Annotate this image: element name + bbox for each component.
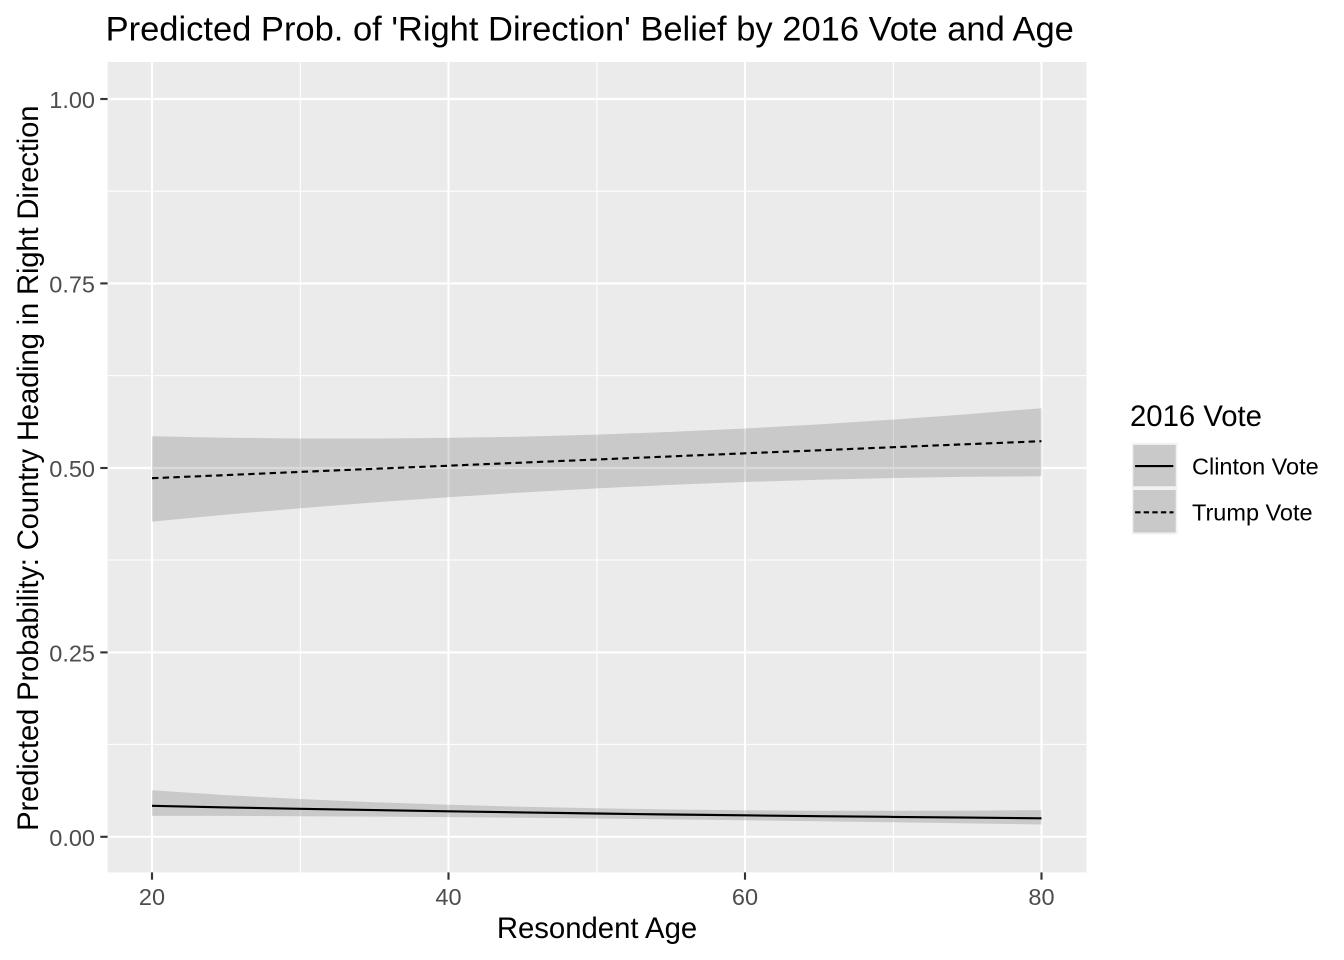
svg-text:Resondent Age: Resondent Age [497, 912, 697, 945]
svg-text:0.25: 0.25 [49, 641, 95, 667]
svg-text:Trump Vote: Trump Vote [1192, 499, 1313, 525]
svg-text:1.00: 1.00 [49, 87, 95, 113]
svg-text:2016 Vote: 2016 Vote [1130, 400, 1262, 433]
svg-text:80: 80 [1028, 884, 1054, 910]
svg-text:Clinton Vote: Clinton Vote [1192, 454, 1319, 480]
svg-text:0.75: 0.75 [49, 271, 95, 297]
svg-text:40: 40 [435, 884, 461, 910]
svg-text:60: 60 [732, 884, 758, 910]
svg-text:0.00: 0.00 [49, 825, 95, 851]
svg-text:20: 20 [139, 884, 165, 910]
svg-text:0.50: 0.50 [49, 456, 95, 482]
svg-text:Predicted Probability: Country: Predicted Probability: Country Heading i… [12, 106, 45, 831]
svg-text:Predicted Prob. of 'Right Dire: Predicted Prob. of 'Right Direction' Bel… [106, 11, 1074, 49]
